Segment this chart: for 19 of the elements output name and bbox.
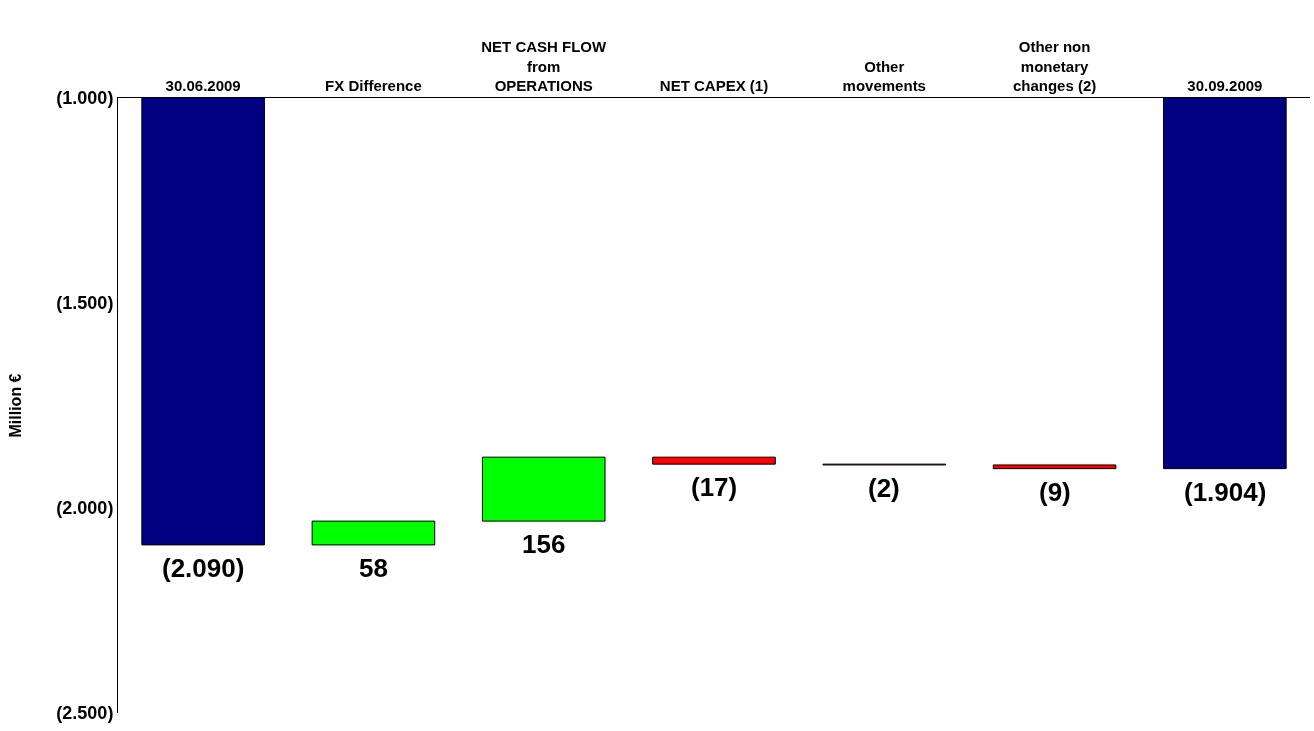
x-tick-label: 30.06.2009: [165, 77, 241, 94]
x-tick-label: FX Difference: [325, 77, 422, 94]
y-tick-label: (1.500): [56, 293, 114, 314]
data-label: (9): [1039, 477, 1071, 507]
x-tick-label: Other non monetary changes (2): [1012, 38, 1097, 94]
y-tick-label: (2.000): [56, 498, 114, 519]
data-label: 156: [522, 529, 566, 559]
x-tick-label: NET CASH FLOW from OPERATIONS: [481, 38, 608, 94]
data-label: (2): [868, 473, 900, 503]
x-tick-label: 30.09.2009: [1187, 77, 1263, 94]
data-label: (17): [691, 472, 738, 502]
y-tick-label: (2.500): [56, 703, 114, 724]
data-label: 58: [359, 553, 388, 583]
x-tick-label: Other movements: [842, 57, 926, 94]
data-label: (2.090): [162, 553, 245, 583]
data-label: (1.904): [1184, 477, 1267, 507]
y-axis-title: Million €: [7, 373, 25, 438]
y-tick-label: (1.000): [56, 88, 114, 109]
x-tick-label: NET CAPEX (1): [659, 77, 769, 94]
